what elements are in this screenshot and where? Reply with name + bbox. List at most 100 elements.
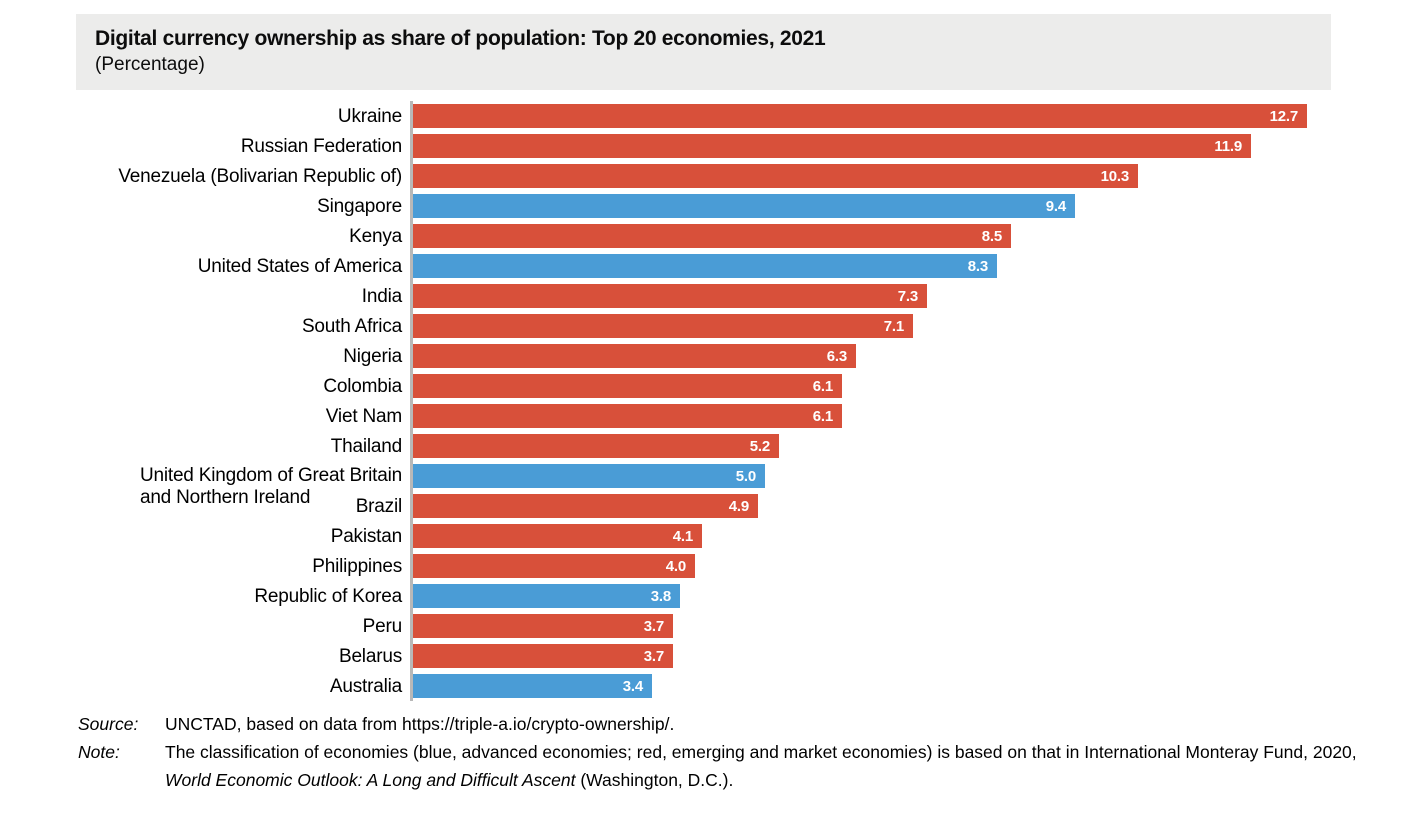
country-label: Belarus [338,645,402,667]
bar-row: Republic of Korea 3.8 [76,581,1331,611]
bar-emerging: 6.1 [413,374,842,398]
bar-track: 3.4 [413,674,1331,698]
bar-value-label: 3.8 [650,587,671,605]
bar-row: Australia 3.4 [76,671,1331,701]
source-row: Source: UNCTAD, based on data from https… [78,710,1398,738]
bar-value-label: 6.1 [812,407,833,425]
bar-row: Pakistan 4.1 [76,521,1331,551]
bar-track: 6.1 [413,374,1331,398]
bar-emerging: 8.5 [413,224,1011,248]
country-label: Viet Nam [325,405,402,427]
country-label: Russian Federation [240,135,402,157]
country-label: Pakistan [330,525,402,547]
country-label: Kenya [349,225,402,247]
country-label: United Kingdom of Great Britain and North… [139,465,402,508]
bar-advanced: 3.4 [413,674,652,698]
bar-track: 6.3 [413,344,1331,368]
bar-track: 9.4 [413,194,1331,218]
country-label: India [361,285,402,307]
bar-value-label: 12.7 [1269,107,1299,125]
bar-row: South Africa 7.1 [76,311,1331,341]
bar-value-label: 4.0 [665,557,686,575]
bar-emerging: 7.3 [413,284,927,308]
bar-track: 4.0 [413,554,1331,578]
bar-emerging: 6.1 [413,404,842,428]
country-label: Peru [362,615,403,637]
bar-value-label: 7.3 [897,287,918,305]
bar-value-label: 5.2 [749,437,770,455]
bar-track: 7.1 [413,314,1331,338]
bar-advanced: 3.8 [413,584,680,608]
bar-value-label: 5.0 [735,467,756,485]
bar-value-label: 3.7 [643,647,664,665]
bar-row: United Kingdom of Great Britain and North… [76,461,1331,508]
chart-title: Digital currency ownership as share of p… [95,27,826,50]
note-row: Note: The classification of economies (b… [78,738,1398,794]
bar-row: Singapore 9.4 [76,191,1331,221]
bar-rows: Ukraine 12.7 Russian Federation 11.9 Venezue… [76,101,1331,701]
bar-row: Viet Nam 6.1 [76,401,1331,431]
bar-row: Philippines 4.0 [76,551,1331,581]
bar-value-label: 6.1 [812,377,833,395]
source-text: UNCTAD, based on data from https://tripl… [165,714,675,734]
bar-track: 8.5 [413,224,1331,248]
bar-value-label: 11.9 [1214,137,1242,155]
bar-advanced: 5.0 [413,464,765,488]
bar-track: 11.9 [413,134,1331,158]
bar-track: 4.1 [413,524,1331,548]
bar-emerging: 3.7 [413,614,673,638]
bar-value-label: 4.1 [672,527,693,545]
bar-row: Thailand 5.2 [76,431,1331,461]
bar-emerging: 4.1 [413,524,702,548]
bar-emerging: 5.2 [413,434,779,458]
bar-chart: Ukraine 12.7 Russian Federation 11.9 Venezue… [76,101,1331,701]
bar-track: 3.7 [413,614,1331,638]
note-label: Note: [78,742,120,762]
bar-value-label: 3.7 [643,617,664,635]
country-label: Australia [329,675,402,697]
bar-value-label: 8.3 [967,257,988,275]
chart-subtitle: (Percentage) [95,54,205,75]
bar-row: India 7.3 [76,281,1331,311]
bar-track: 5.0 [413,464,1331,488]
country-label: Venezuela (Bolivarian Republic of) [118,165,402,187]
country-label: Ukraine [337,105,402,127]
bar-emerging: 4.0 [413,554,695,578]
bar-value-label: 8.5 [981,227,1002,245]
bar-track: 7.3 [413,284,1331,308]
bar-value-label: 3.4 [622,677,643,695]
bar-emerging: 10.3 [413,164,1138,188]
country-label: Thailand [330,435,402,457]
bar-emerging: 12.7 [413,104,1307,128]
note-line1: The classification of economies (blue, a… [165,742,1357,762]
bar-value-label: 4.9 [728,497,749,515]
bar-track: 12.7 [413,104,1331,128]
country-label: Republic of Korea [254,585,402,607]
note-text: The classification of economies (blue, a… [165,738,1398,794]
bar-row: Nigeria 6.3 [76,341,1331,371]
bar-row: Colombia 6.1 [76,371,1331,401]
bar-track: 3.8 [413,584,1331,608]
note-line2-rest: (Washington, D.C.). [575,770,734,790]
bar-row: Belarus 3.7 [76,641,1331,671]
chart-header: Digital currency ownership as share of p… [76,14,1331,90]
country-label: Nigeria [343,345,402,367]
bar-track: 4.9 [413,494,1331,518]
chart-figure: Digital currency ownership as share of p… [76,14,1331,701]
bar-emerging: 6.3 [413,344,856,368]
bar-advanced: 9.4 [413,194,1075,218]
bar-track: 5.2 [413,434,1331,458]
bar-value-label: 7.1 [883,317,904,335]
bar-value-label: 10.3 [1100,167,1130,185]
bar-track: 10.3 [413,164,1331,188]
bar-emerging: 3.7 [413,644,673,668]
country-label: Philippines [312,555,402,577]
country-label: South Africa [301,315,402,337]
y-axis-line [410,101,413,701]
bar-row: United States of America 8.3 [76,251,1331,281]
source-label: Source: [78,714,139,734]
bar-value-label: 6.3 [826,347,847,365]
country-label: Colombia [323,375,402,397]
footnotes: Source: UNCTAD, based on data from https… [78,710,1398,794]
publication-title: World Economic Outlook: A Long and Diffi… [165,770,576,790]
